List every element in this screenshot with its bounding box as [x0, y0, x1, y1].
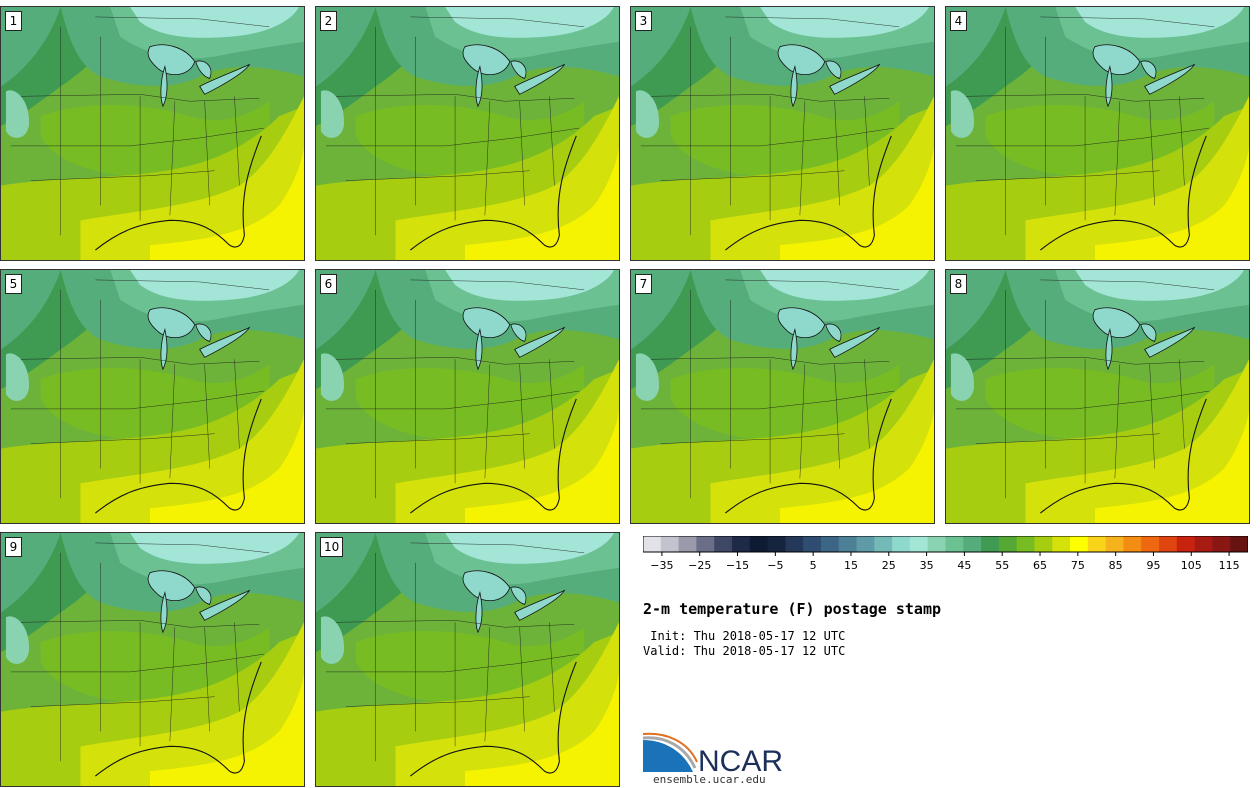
colorbar-tick-label: 65	[1033, 559, 1048, 572]
colorbar-segment	[963, 536, 982, 552]
member-label: 7	[635, 274, 652, 294]
member-panel-4: 4	[945, 6, 1250, 261]
colorbar-segment	[856, 536, 875, 552]
colorbar-segment	[767, 536, 786, 552]
colorbar-segment	[981, 536, 1000, 552]
colorbar-segment	[927, 536, 946, 552]
colorbar-segment	[945, 536, 964, 552]
temperature-map	[946, 270, 1249, 523]
member-panel-8: 8	[945, 269, 1250, 524]
colorbar-segment	[1159, 536, 1178, 552]
member-label: 3	[635, 11, 652, 31]
colorbar-segment	[749, 536, 769, 552]
member-panel-9: 9	[0, 532, 305, 787]
temperature-map	[631, 270, 934, 523]
member-label: 2	[320, 11, 337, 31]
member-panel-10: 10	[315, 532, 620, 787]
temperature-map	[1, 7, 304, 260]
temperature-colorbar	[643, 536, 1248, 556]
colorbar-tick-label: 85	[1108, 559, 1123, 572]
member-label: 8	[950, 274, 967, 294]
member-panel-5: 5	[0, 269, 305, 524]
member-label: 10	[320, 537, 344, 557]
colorbar-tick-label: 55	[995, 559, 1010, 572]
chart-title: 2-m temperature (F) postage stamp	[643, 600, 942, 618]
colorbar-tick-label: −25	[688, 559, 712, 572]
colorbar-segment	[678, 536, 697, 552]
colorbar-segment	[696, 536, 715, 552]
colorbar-segment	[909, 536, 929, 552]
colorbar-tick-label: 15	[843, 559, 858, 572]
member-label: 6	[320, 274, 337, 294]
temperature-map	[631, 7, 934, 260]
member-panel-2: 2	[315, 6, 620, 261]
member-label: 9	[5, 537, 22, 557]
colorbar-segment	[714, 536, 733, 552]
colorbar-tick-label: 75	[1070, 559, 1085, 572]
colorbar-segment	[785, 536, 804, 552]
colorbar-tick-label: 25	[881, 559, 896, 572]
colorbar-segment	[1016, 536, 1035, 552]
colorbar-segment	[1087, 536, 1107, 552]
colorbar-tick-label: −15	[725, 559, 750, 572]
colorbar-segment	[820, 536, 840, 552]
colorbar-segment	[892, 536, 911, 552]
colorbar-segment	[731, 536, 751, 552]
temperature-map	[946, 7, 1249, 260]
logo-text: NCAR	[698, 745, 783, 774]
member-panel-7: 7	[630, 269, 935, 524]
colorbar-tick-label: −35	[650, 559, 674, 572]
colorbar-segment	[1123, 536, 1142, 552]
ncar-logo: NCAR	[643, 732, 783, 774]
colorbar-segment	[660, 536, 680, 552]
colorbar-segment	[643, 536, 662, 552]
colorbar-segment	[1230, 536, 1248, 552]
colorbar-segment	[1194, 536, 1213, 552]
temperature-map	[316, 7, 619, 260]
colorbar-tick-label: 115	[1218, 559, 1240, 572]
colorbar-segment	[1141, 536, 1160, 552]
colorbar-tick-label: 5	[809, 559, 817, 572]
init-time: Init: Thu 2018-05-17 12 UTC	[643, 629, 846, 643]
member-label: 1	[5, 11, 22, 31]
temperature-map	[1, 270, 304, 523]
colorbar-tick-label: 95	[1146, 559, 1161, 572]
valid-time: Valid: Thu 2018-05-17 12 UTC	[643, 644, 846, 658]
colorbar-segment	[1034, 536, 1053, 552]
colorbar-segment	[1212, 536, 1231, 552]
member-panel-6: 6	[315, 269, 620, 524]
colorbar-tick-label: 45	[957, 559, 972, 572]
colorbar-tick-label: −5	[767, 559, 784, 572]
colorbar-segment	[838, 536, 858, 552]
colorbar-segment	[1070, 536, 1089, 552]
colorbar-segment	[803, 536, 822, 552]
colorbar-segment	[874, 536, 893, 552]
colorbar-segment	[1105, 536, 1124, 552]
colorbar-tick-label: 35	[919, 559, 934, 572]
member-label: 4	[950, 11, 967, 31]
temperature-map	[316, 533, 619, 786]
member-panel-1: 1	[0, 6, 305, 261]
colorbar-segment	[1052, 536, 1071, 552]
logo-url: ensemble.ucar.edu	[653, 773, 766, 786]
colorbar-segment	[1176, 536, 1196, 552]
colorbar-tick-label: 105	[1180, 559, 1202, 572]
member-panel-3: 3	[630, 6, 935, 261]
temperature-map	[1, 533, 304, 786]
member-label: 5	[5, 274, 22, 294]
colorbar-segment	[998, 536, 1018, 552]
temperature-map	[316, 270, 619, 523]
